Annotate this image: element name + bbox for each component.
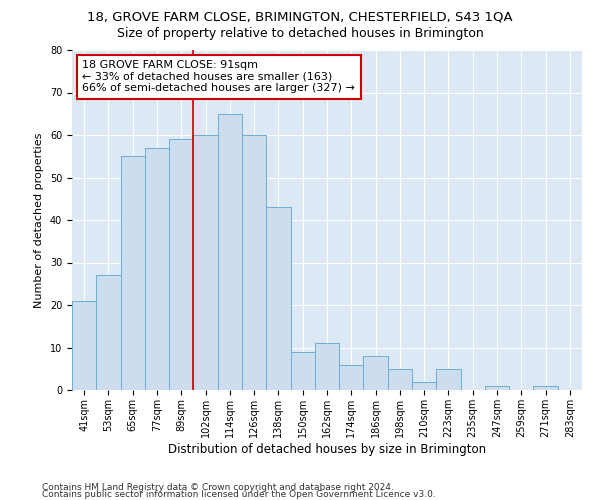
Bar <box>96 275 121 390</box>
Bar <box>242 135 266 390</box>
Bar <box>72 300 96 390</box>
Bar <box>485 386 509 390</box>
Text: 18, GROVE FARM CLOSE, BRIMINGTON, CHESTERFIELD, S43 1QA: 18, GROVE FARM CLOSE, BRIMINGTON, CHESTE… <box>87 10 513 23</box>
Text: Contains public sector information licensed under the Open Government Licence v3: Contains public sector information licen… <box>42 490 436 499</box>
Bar <box>266 207 290 390</box>
Bar <box>121 156 145 390</box>
Text: 18 GROVE FARM CLOSE: 91sqm
← 33% of detached houses are smaller (163)
66% of sem: 18 GROVE FARM CLOSE: 91sqm ← 33% of deta… <box>82 60 355 94</box>
Bar <box>193 135 218 390</box>
Bar <box>218 114 242 390</box>
Text: Size of property relative to detached houses in Brimington: Size of property relative to detached ho… <box>116 28 484 40</box>
Bar <box>533 386 558 390</box>
Bar <box>315 343 339 390</box>
Bar <box>169 139 193 390</box>
Bar <box>145 148 169 390</box>
Bar <box>412 382 436 390</box>
Bar <box>388 369 412 390</box>
Y-axis label: Number of detached properties: Number of detached properties <box>34 132 44 308</box>
X-axis label: Distribution of detached houses by size in Brimington: Distribution of detached houses by size … <box>168 442 486 456</box>
Bar <box>436 369 461 390</box>
Bar <box>339 364 364 390</box>
Bar <box>364 356 388 390</box>
Bar <box>290 352 315 390</box>
Text: Contains HM Land Registry data © Crown copyright and database right 2024.: Contains HM Land Registry data © Crown c… <box>42 484 394 492</box>
